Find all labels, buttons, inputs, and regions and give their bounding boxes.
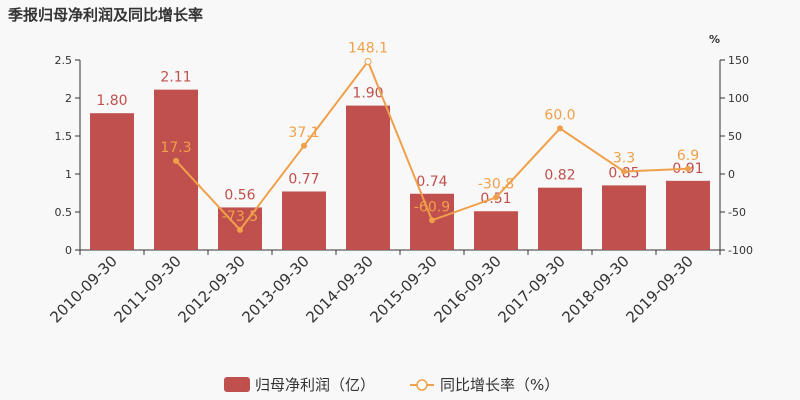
x-tick-label: 2013-09-30 xyxy=(238,252,312,326)
y-right-tick-label: 100 xyxy=(728,92,749,105)
bar-data-label: 2.11 xyxy=(160,70,191,86)
bar-data-label: 1.90 xyxy=(352,86,383,102)
bar xyxy=(282,191,326,250)
line-data-label: 3.3 xyxy=(613,150,635,166)
bar xyxy=(154,89,198,250)
line-data-label: 37.1 xyxy=(288,125,319,141)
line-data-label: -60.9 xyxy=(414,199,450,215)
legend-bar-label: 归母净利润（亿） xyxy=(255,376,375,394)
bar xyxy=(90,113,134,250)
x-tick-label: 2019-09-30 xyxy=(622,252,696,326)
line-point xyxy=(364,57,372,65)
y-left-tick-label: 1 xyxy=(65,168,72,181)
x-tick-label: 2018-09-30 xyxy=(558,252,632,326)
line-data-label: 148.1 xyxy=(348,40,388,56)
bar xyxy=(346,105,390,250)
line-point xyxy=(237,226,243,233)
bar xyxy=(538,187,582,250)
x-tick-label: 2012-09-30 xyxy=(174,252,248,326)
bar-data-label: 1.80 xyxy=(96,93,127,109)
y-right-tick-label: 150 xyxy=(728,54,749,67)
x-tick-label: 2010-09-30 xyxy=(46,252,120,326)
y-left-tick-label: 0.5 xyxy=(55,206,73,219)
x-tick-label: 2015-09-30 xyxy=(366,252,440,326)
x-tick-label: 2017-09-30 xyxy=(494,252,568,326)
y-left-tick-label: 0 xyxy=(65,244,72,257)
y-right-tick-label: 0 xyxy=(728,168,735,181)
y-right-tick-label: -50 xyxy=(728,206,746,219)
y-right-tick-label: -100 xyxy=(728,244,753,257)
y-right-tick-label: 50 xyxy=(728,130,742,143)
bar-data-label: 0.82 xyxy=(544,168,575,184)
chart-title: 季报归母净利润及同比增长率 xyxy=(8,6,204,24)
line-point xyxy=(173,157,179,164)
bar xyxy=(602,185,646,250)
line-point xyxy=(557,125,563,132)
x-tick-label: 2014-09-30 xyxy=(302,252,376,326)
bar-data-label: 0.56 xyxy=(224,187,255,203)
line-data-label: -73.5 xyxy=(222,209,258,225)
bar-data-label: 0.74 xyxy=(416,174,447,190)
x-tick-label: 2011-09-30 xyxy=(110,252,184,326)
line-data-label: 17.3 xyxy=(160,140,191,156)
y-left-tick-label: 1.5 xyxy=(55,130,73,143)
line-point xyxy=(493,194,499,201)
bar xyxy=(474,211,518,250)
line-point xyxy=(301,142,307,149)
x-tick-label: 2016-09-30 xyxy=(430,252,504,326)
bar xyxy=(666,180,710,250)
line-data-label: 6.9 xyxy=(677,148,699,164)
y-left-tick-label: 2.5 xyxy=(55,54,73,67)
line-data-label: 60.0 xyxy=(544,107,575,123)
legend-line-marker xyxy=(416,379,428,391)
line-point xyxy=(429,217,435,224)
line-point xyxy=(685,165,691,172)
legend-bar-swatch xyxy=(224,377,250,392)
line-data-label: -30.8 xyxy=(478,176,514,192)
line-point xyxy=(621,168,627,175)
y-left-tick-label: 2 xyxy=(65,92,72,105)
legend-line-label: 同比增长率（%） xyxy=(440,376,559,394)
y-right-unit: % xyxy=(709,33,720,46)
bar-data-label: 0.77 xyxy=(288,171,319,187)
